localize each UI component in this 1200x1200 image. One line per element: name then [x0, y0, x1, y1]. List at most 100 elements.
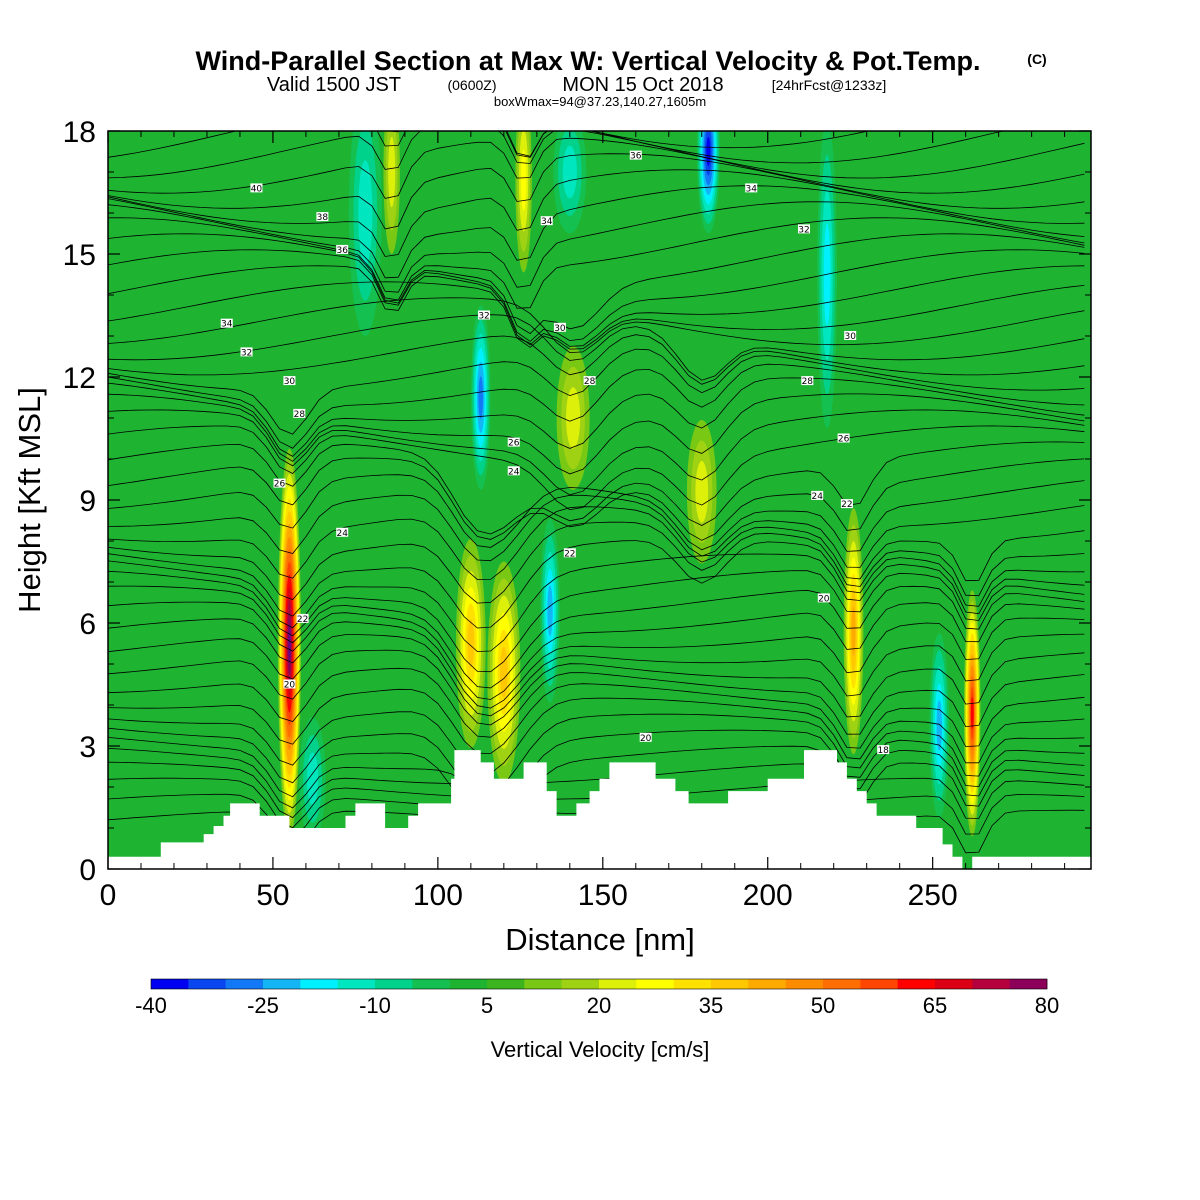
svg-text:18: 18 [877, 746, 889, 756]
x-tick-label: 50 [256, 879, 289, 912]
colorbar-bin [337, 979, 376, 989]
colorbar-bin [375, 979, 413, 989]
theta-contour-line [108, 540, 1085, 629]
colorbar-tick-label: 35 [699, 993, 723, 1018]
theta-contour-line [108, 217, 1085, 309]
updraft-8-level [970, 697, 974, 730]
field-background [108, 131, 1091, 869]
colorbar-bin [561, 979, 600, 989]
theta-contour-label: 22 [563, 548, 576, 559]
colorbar-bin [785, 979, 824, 989]
forecast-info: [24hrFcst@1233z] [772, 77, 887, 93]
theta-contour-label: 18 [877, 745, 890, 756]
theta-contour-line [108, 713, 1085, 797]
svg-text:22: 22 [564, 549, 575, 559]
colorbar-frame [150, 978, 1048, 990]
svg-text:22: 22 [841, 500, 852, 510]
theta-contour-label: 40 [250, 183, 263, 194]
y-tick-label: 12 [63, 362, 96, 395]
y-tick-label: 3 [79, 731, 96, 764]
box-wmax-info: boxWmax=94@37.23,140.27,1605m [494, 94, 706, 109]
theta-contour-label: 36 [629, 150, 642, 162]
downdraft-2-level [478, 376, 484, 419]
x-tick-label: 100 [413, 879, 463, 912]
theta-contour-line [108, 281, 1085, 350]
svg-text:30: 30 [554, 324, 566, 334]
colorbar-bin [748, 979, 786, 989]
downdraft-1-level [358, 160, 373, 266]
theta-contour-line [108, 348, 1085, 435]
updraft-6-level [695, 461, 709, 523]
colorbar-bin [412, 979, 450, 989]
theta-contour-line [108, 441, 1085, 535]
theta-contour-labels: 40 38 36 34 32 30 28 26 24 22 20 36 34 32 34 32 30 28 26 24… [220, 150, 890, 756]
colorbar-tick-label: -25 [247, 993, 279, 1018]
colorbar-ticks: -40 -25 -10 5 20 35 50 65 80 [135, 993, 1059, 1018]
colorbar-bin [449, 979, 488, 989]
svg-text:22: 22 [297, 615, 308, 625]
svg-text:26: 26 [508, 439, 520, 449]
colorbar-tick-label: -40 [135, 993, 167, 1018]
x-tick-label: 0 [100, 879, 117, 912]
copyright-mark: (C) [1027, 51, 1046, 67]
svg-text:30: 30 [284, 377, 296, 387]
colorbar-bin [823, 979, 861, 989]
theta-contour-label: 30 [283, 376, 296, 387]
svg-text:32: 32 [478, 312, 489, 322]
downdraft-3-level [547, 585, 553, 636]
theta-contour-label: 26 [273, 478, 286, 490]
svg-text:38: 38 [317, 213, 329, 223]
svg-text:26: 26 [274, 480, 286, 490]
svg-text:32: 32 [798, 225, 809, 235]
theta-contour-line [108, 521, 1085, 604]
updraft-1-level [467, 619, 475, 668]
theta-contour-label: 20 [817, 593, 830, 604]
valid-time: Valid 1500 JST [267, 74, 401, 96]
theta-contour-label: 32 [240, 347, 253, 358]
colorbar-tick-label: -10 [359, 993, 391, 1018]
x-tick-label: 200 [743, 879, 793, 912]
y-tick-label: 15 [63, 239, 96, 272]
theta-contour-line [108, 474, 1085, 552]
theta-contour-label: 28 [801, 376, 814, 387]
theta-contour-line [108, 649, 1085, 726]
plot-area: 40 38 36 34 32 30 28 26 24 22 20 36 34 32 34 32 30 28 26 24… [108, 131, 1091, 869]
colorbar-tick-label: 65 [923, 993, 947, 1018]
updraft-3-level [388, 136, 396, 208]
theta-contour-label: 34 [745, 183, 758, 194]
velocity-field [277, 131, 981, 841]
colorbar-bin [636, 979, 674, 989]
theta-contour-label: 34 [540, 216, 553, 227]
svg-text:24: 24 [508, 467, 520, 477]
updraft-2-level [500, 646, 508, 698]
theta-contour-line [108, 249, 1085, 342]
colorbar-bin [524, 979, 562, 989]
theta-contour-label: 30 [844, 331, 857, 342]
theta-contour-label: 32 [478, 310, 491, 322]
x-axis: 0 50 100 150 200 250 [100, 131, 1066, 912]
theta-contour-line [108, 169, 1085, 257]
theta-contour-line [108, 185, 1085, 279]
svg-text:34: 34 [541, 217, 553, 227]
colorbar-bin [860, 979, 898, 989]
theta-contour-line [108, 425, 1085, 511]
theta-contour-line [108, 131, 1085, 179]
theta-contour-label: 34 [220, 318, 233, 330]
y-axis-label: Height [Kft MSL] [12, 387, 47, 613]
y-tick-label: 6 [79, 608, 96, 641]
theta-contour-line [108, 297, 1085, 354]
y-tick-label: 18 [63, 116, 96, 149]
x-tick-label: 150 [578, 879, 628, 912]
theta-contour-line [108, 601, 1085, 700]
x-axis-label: Distance [nm] [505, 922, 695, 957]
colorbar-tick-label: 80 [1035, 993, 1059, 1018]
theta-contour-line [108, 363, 1085, 449]
theta-contour-line [108, 729, 1085, 818]
theta-contour-label: 28 [293, 408, 306, 420]
theta-contour-line [108, 585, 1085, 689]
theta-contour-line [108, 745, 1085, 812]
svg-text:20: 20 [818, 594, 830, 604]
theta-contour-line [108, 570, 1085, 673]
updraft-0-level [287, 624, 291, 663]
